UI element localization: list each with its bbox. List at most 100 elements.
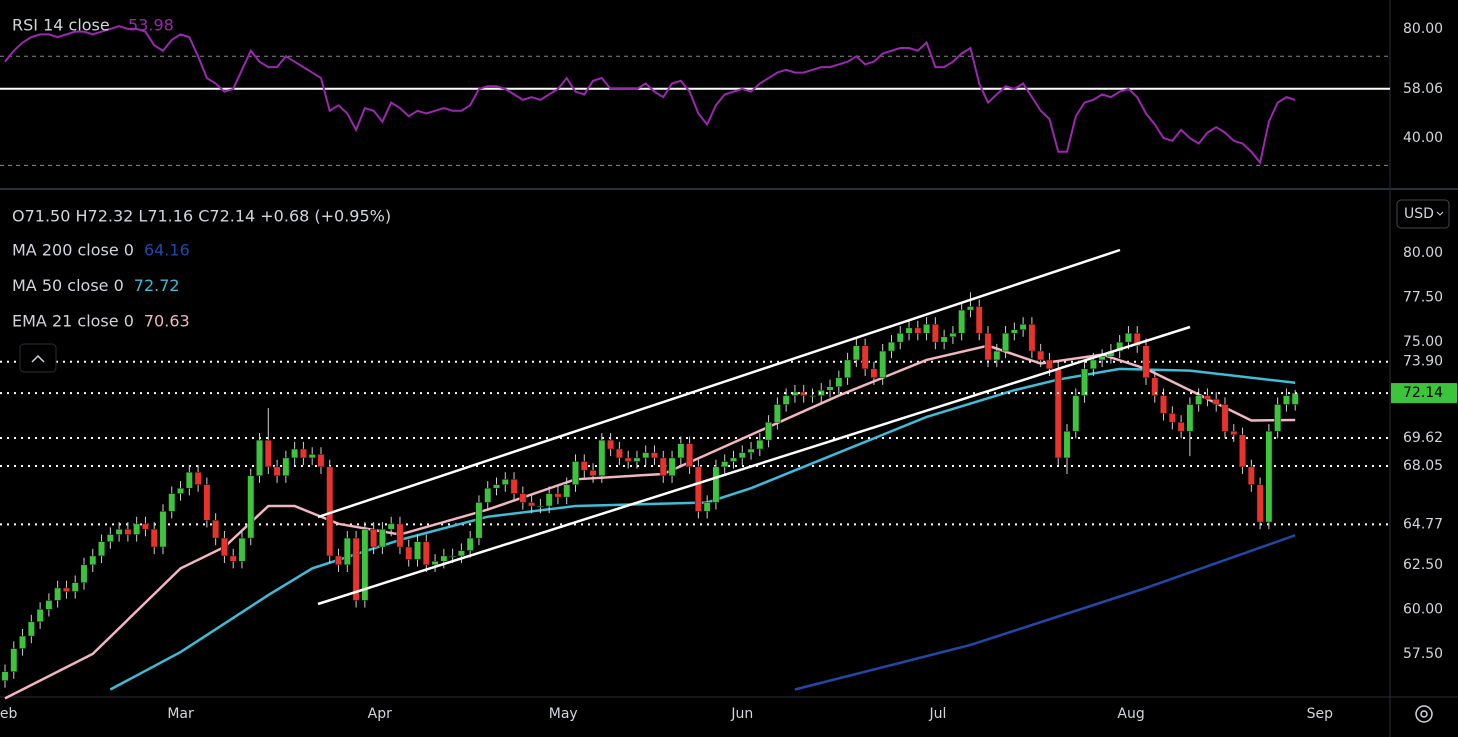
candle-body [905,327,913,334]
legend-name: MA 200 close 0 [12,241,134,260]
candle-body [273,466,281,476]
candle-body [1177,422,1185,432]
candle-body [449,555,457,558]
candle-body [624,457,632,462]
gear-ring [1415,705,1433,723]
candle-body [1265,430,1273,523]
candle-body [765,422,773,441]
candle-body [317,454,325,468]
candle-body [361,528,369,601]
candle-body [773,404,781,423]
candle-body [19,635,27,649]
candle-body [212,520,220,539]
candle-body [431,561,439,566]
candle-body [150,528,158,548]
moving-average [794,534,1296,691]
candle-body [931,324,939,343]
candle-body [264,439,272,468]
candle-body [835,377,843,387]
candle-body [1168,413,1176,423]
candle-body [80,564,88,583]
candle-body [940,336,948,343]
candle-body [457,550,465,557]
candle-body [1063,430,1071,459]
candle-body [1019,324,1027,330]
x-tick-label: Mar [167,706,194,722]
candle-body [194,471,202,485]
collapse-icon [31,354,45,363]
candle-body [1081,368,1089,396]
candle-body [282,457,290,476]
candle-body [1028,324,1036,352]
y-tick-label: 77.50 [1403,290,1443,306]
y-tick-label: 80.00 [1403,21,1443,37]
candle-body [256,439,263,476]
candle-body [10,648,18,672]
candle-body [185,471,193,489]
x-tick-label: Sep [1307,706,1334,722]
candle-body [844,359,852,379]
candle-body [668,457,676,476]
candle-body [1195,395,1203,405]
candle-body [817,389,825,396]
moving-average [109,367,1296,691]
x-tick-label: Apr [368,706,392,722]
settings-icon[interactable] [1415,705,1433,723]
candle-body [220,537,228,557]
candle-body [738,452,746,459]
legend-value: 70.63 [144,312,190,331]
candle-body [203,484,211,521]
last-price-label: 72.14 [1403,385,1443,401]
level-box [1391,455,1457,476]
candle-body [1010,329,1018,334]
candle-body [1186,404,1194,432]
candle-body [308,454,316,459]
candle-body [1212,398,1220,405]
candle-body [1203,395,1211,400]
channel-upper [317,248,1121,519]
candle-body [247,475,255,539]
candle-body [1247,466,1255,485]
candle-body [1054,368,1062,459]
collapse-button[interactable] [19,343,57,373]
candle-body [1291,392,1299,405]
candle-body [677,443,685,459]
candle-body [89,555,97,566]
candle-body [1282,395,1290,405]
candle-body [1160,395,1168,414]
candle-body [1037,350,1045,361]
currency-button[interactable] [1396,199,1450,229]
candle-body [984,332,992,361]
rsi-value: 53.98 [128,16,174,35]
candle-body [598,439,606,476]
candle-body [440,555,448,562]
candle-body [852,345,860,361]
candle-body [703,502,711,512]
candle-body [747,448,755,453]
candle-body [168,493,176,512]
candle-body [1002,332,1010,352]
candle-body [475,502,483,539]
level-label: 64.77 [1403,516,1443,532]
rsi-level-label: 58.06 [1403,81,1443,97]
candle-body [1151,377,1159,396]
candle-body [27,621,35,637]
x-tick-label: May [549,706,578,722]
level-box [1391,427,1457,448]
candle-body [370,528,378,548]
candle-body [589,470,597,476]
legend-value: 64.16 [144,241,190,260]
candle-body [870,368,878,379]
candle-body [1274,404,1282,432]
candle-body [466,537,474,551]
candle-body [686,443,694,468]
candle-body [545,493,553,507]
candle-body [861,345,869,370]
candle-body [229,555,237,562]
candle-body [238,537,246,562]
candle-body [536,505,544,508]
candle-body [1124,332,1132,343]
candle-body [528,502,536,507]
y-tick-label: 60.00 [1403,601,1443,617]
candle-body [1133,332,1141,346]
